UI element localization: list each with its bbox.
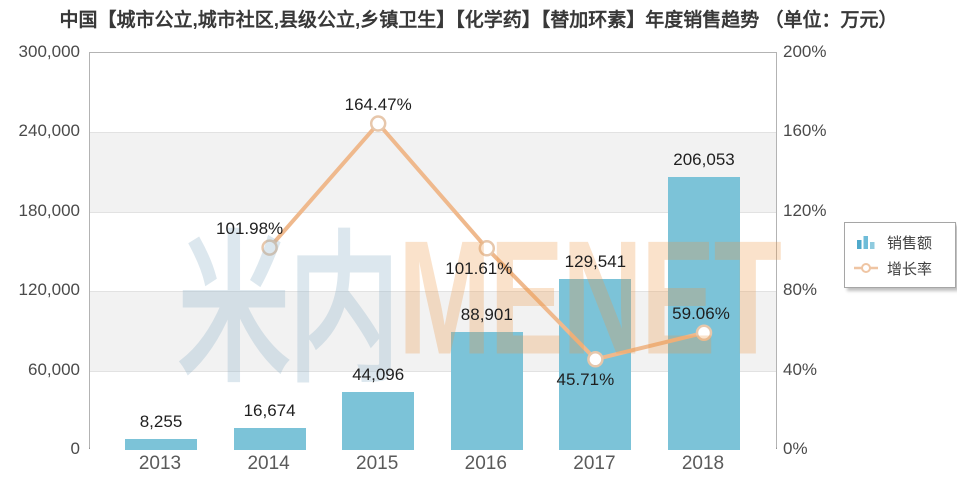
- bar-value-label: 8,255: [139, 412, 183, 432]
- gridline: [90, 291, 776, 293]
- right-axis-tick: 120%: [783, 200, 827, 220]
- line-marker-icon: [854, 261, 878, 275]
- right-axis: 200% 160% 120% 80% 40% 0%: [783, 42, 873, 458]
- legend: 销售额 增长率: [844, 222, 956, 288]
- sales-bar: [125, 439, 197, 450]
- legend-item-sales: 销售额: [854, 229, 946, 255]
- growth-value-label: 101.61%: [445, 259, 513, 279]
- left-axis-tick: 300,000: [18, 42, 80, 61]
- sales-bar: [342, 391, 415, 450]
- x-axis-label: 2015: [356, 453, 399, 474]
- growth-value-label: 45.71%: [556, 370, 615, 390]
- growth-line-layer: [261, 115, 713, 368]
- left-axis-tick: 0: [70, 439, 80, 458]
- sales-bar: [668, 177, 740, 450]
- right-axis-tick: 0%: [783, 439, 808, 458]
- sales-bar: [450, 332, 523, 450]
- plot-band: [90, 53, 776, 133]
- chart-title: 中国【城市公立,城市社区,县级公立,乡镇卫生】【化学药】【替加环素】年度销售趋势…: [59, 10, 898, 31]
- bar-value-label: 129,541: [564, 251, 627, 271]
- gridline: [90, 211, 776, 213]
- growth-value-label: 59.06%: [672, 303, 730, 323]
- left-axis-tick: 60,000: [28, 359, 80, 379]
- x-axis-label: 2018: [681, 453, 725, 474]
- legend-label-growth: 增长率: [887, 260, 933, 278]
- x-axis: 2013 2014 2015 2016 2017 2018: [89, 453, 777, 479]
- gridline: [90, 370, 776, 372]
- gridline: [90, 132, 776, 134]
- left-axis-tick: 120,000: [18, 280, 80, 300]
- left-axis-tick: 240,000: [18, 121, 80, 141]
- plot-band: [90, 211, 776, 292]
- plot-band: [90, 132, 776, 212]
- bar-value-label: 88,901: [460, 305, 513, 325]
- plot-band: [90, 370, 776, 450]
- sales-bar: [233, 427, 306, 450]
- right-axis-tick: 160%: [783, 121, 827, 141]
- x-axis-label: 2017: [573, 453, 616, 474]
- growth-value-label: 164.47%: [344, 94, 412, 114]
- growth-point-marker: [369, 115, 387, 132]
- legend-item-growth: 增长率: [854, 255, 946, 281]
- growth-point-marker: [261, 239, 278, 256]
- plot-band: [90, 291, 776, 371]
- plot-area: 8,255 16,674 44,096 88,901 129,541 206,053 101…: [89, 52, 777, 450]
- bar-chart-icon: [854, 233, 878, 251]
- right-axis-tick: 200%: [783, 42, 827, 61]
- x-axis-label: 2016: [464, 453, 507, 474]
- x-axis-label: 2013: [138, 453, 182, 474]
- growth-value-label: 101.98%: [216, 218, 284, 238]
- legend-label-sales: 销售额: [887, 234, 933, 252]
- bar-value-label: 206,053: [673, 150, 735, 170]
- right-axis-tick: 80%: [783, 280, 818, 300]
- growth-point-marker: [695, 324, 713, 342]
- x-axis-label: 2014: [247, 453, 290, 474]
- right-axis-tick: 40%: [783, 359, 818, 379]
- growth-point-marker: [587, 351, 604, 368]
- growth-point-marker: [478, 240, 496, 257]
- bar-value-label: 16,674: [243, 400, 296, 420]
- left-axis: 300,000 240,000 180,000 120,000 60,000 0: [0, 42, 80, 458]
- bar-value-label: 44,096: [352, 364, 405, 384]
- left-axis-tick: 180,000: [18, 200, 80, 220]
